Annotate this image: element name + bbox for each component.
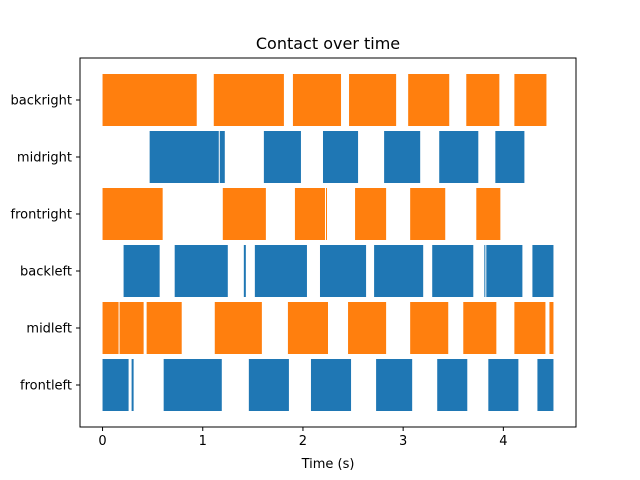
contact-bar-midleft-7	[463, 302, 497, 354]
y-tick-label-backright: backright	[11, 94, 72, 109]
plot-frame	[79, 57, 577, 428]
contact-bar-frontright-4	[355, 188, 387, 240]
contact-bar-frontleft-3	[248, 359, 289, 411]
contact-bar-backright-1	[213, 74, 284, 126]
contact-bar-backleft-8	[486, 245, 523, 297]
contact-bar-midleft-8	[514, 302, 546, 354]
contact-bar-midright-5	[439, 131, 479, 183]
contact-bar-backleft-0	[123, 245, 160, 297]
x-tick-label: 2	[299, 434, 307, 449]
contact-bar-backright-3	[349, 74, 397, 126]
contact-bar-frontleft-2	[163, 359, 222, 411]
contact-bar-midright-6	[495, 131, 525, 183]
contact-bar-backright-4	[408, 74, 450, 126]
x-tick-label: 4	[499, 434, 507, 449]
contact-bar-backleft-3	[254, 245, 307, 297]
y-tick-label-midright: midright	[17, 151, 72, 166]
x-axis-ticks: 0 1 2 3 4	[98, 427, 507, 449]
contact-bar-frontleft-0	[102, 359, 129, 411]
contact-bar-backleft-4	[319, 245, 367, 297]
y-tick-label-frontright: frontright	[11, 208, 72, 223]
contact-bar-midleft-9	[549, 302, 554, 354]
contact-bar-frontleft-8	[537, 359, 554, 411]
contact-bar-backleft-1	[174, 245, 228, 297]
contact-bar-frontright-3	[325, 188, 327, 240]
y-tick-label-midleft: midleft	[26, 322, 72, 337]
contact-bar-frontleft-6	[437, 359, 468, 411]
y-tick-label-backleft: backleft	[20, 265, 72, 280]
contact-bar-midleft-2	[146, 302, 182, 354]
contact-bar-backright-0	[102, 74, 197, 126]
x-tick-label: 0	[98, 434, 106, 449]
contact-bar-backleft-7	[484, 245, 486, 297]
contact-bar-backleft-6	[432, 245, 474, 297]
chart-title: Contact over time	[256, 34, 400, 53]
x-axis-label: Time (s)	[301, 457, 355, 472]
contact-bar-frontright-0	[102, 188, 163, 240]
contact-bar-midright-0	[149, 131, 219, 183]
contact-bar-midleft-5	[348, 302, 387, 354]
contact-bar-midright-3	[322, 131, 359, 183]
contact-bar-midleft-4	[287, 302, 328, 354]
contact-bar-frontleft-5	[376, 359, 413, 411]
y-axis-ticks: backright midright frontright backleft midle…	[11, 94, 80, 394]
contact-bar-midright-4	[384, 131, 421, 183]
contact-bar-frontright-2	[294, 188, 325, 240]
contact-bar-backright-5	[466, 74, 500, 126]
contact-bar-frontleft-1	[131, 359, 134, 411]
contact-bar-frontright-1	[222, 188, 266, 240]
contact-bar-frontleft-4	[310, 359, 352, 411]
x-tick-label: 1	[199, 434, 207, 449]
contact-bar-midleft-3	[214, 302, 262, 354]
x-tick-label: 3	[399, 434, 407, 449]
y-tick-label-frontleft: frontleft	[20, 379, 72, 394]
contact-bar-frontright-5	[410, 188, 446, 240]
contact-bar-midleft-6	[410, 302, 449, 354]
contact-bar-midright-2	[263, 131, 301, 183]
contact-bar-backleft-2	[243, 245, 246, 297]
contact-bar-backleft-5	[374, 245, 424, 297]
contact-bar-backleft-9	[532, 245, 554, 297]
contact-bar-midleft-0	[102, 302, 119, 354]
contact-bar-backright-2	[292, 74, 342, 126]
contact-bar-frontleft-7	[488, 359, 519, 411]
contact-bar-midright-1	[219, 131, 225, 183]
bars-layer	[102, 74, 554, 411]
contact-bar-midleft-1	[119, 302, 144, 354]
contact-bar-frontright-6	[476, 188, 501, 240]
contact-bar-backright-6	[514, 74, 547, 126]
